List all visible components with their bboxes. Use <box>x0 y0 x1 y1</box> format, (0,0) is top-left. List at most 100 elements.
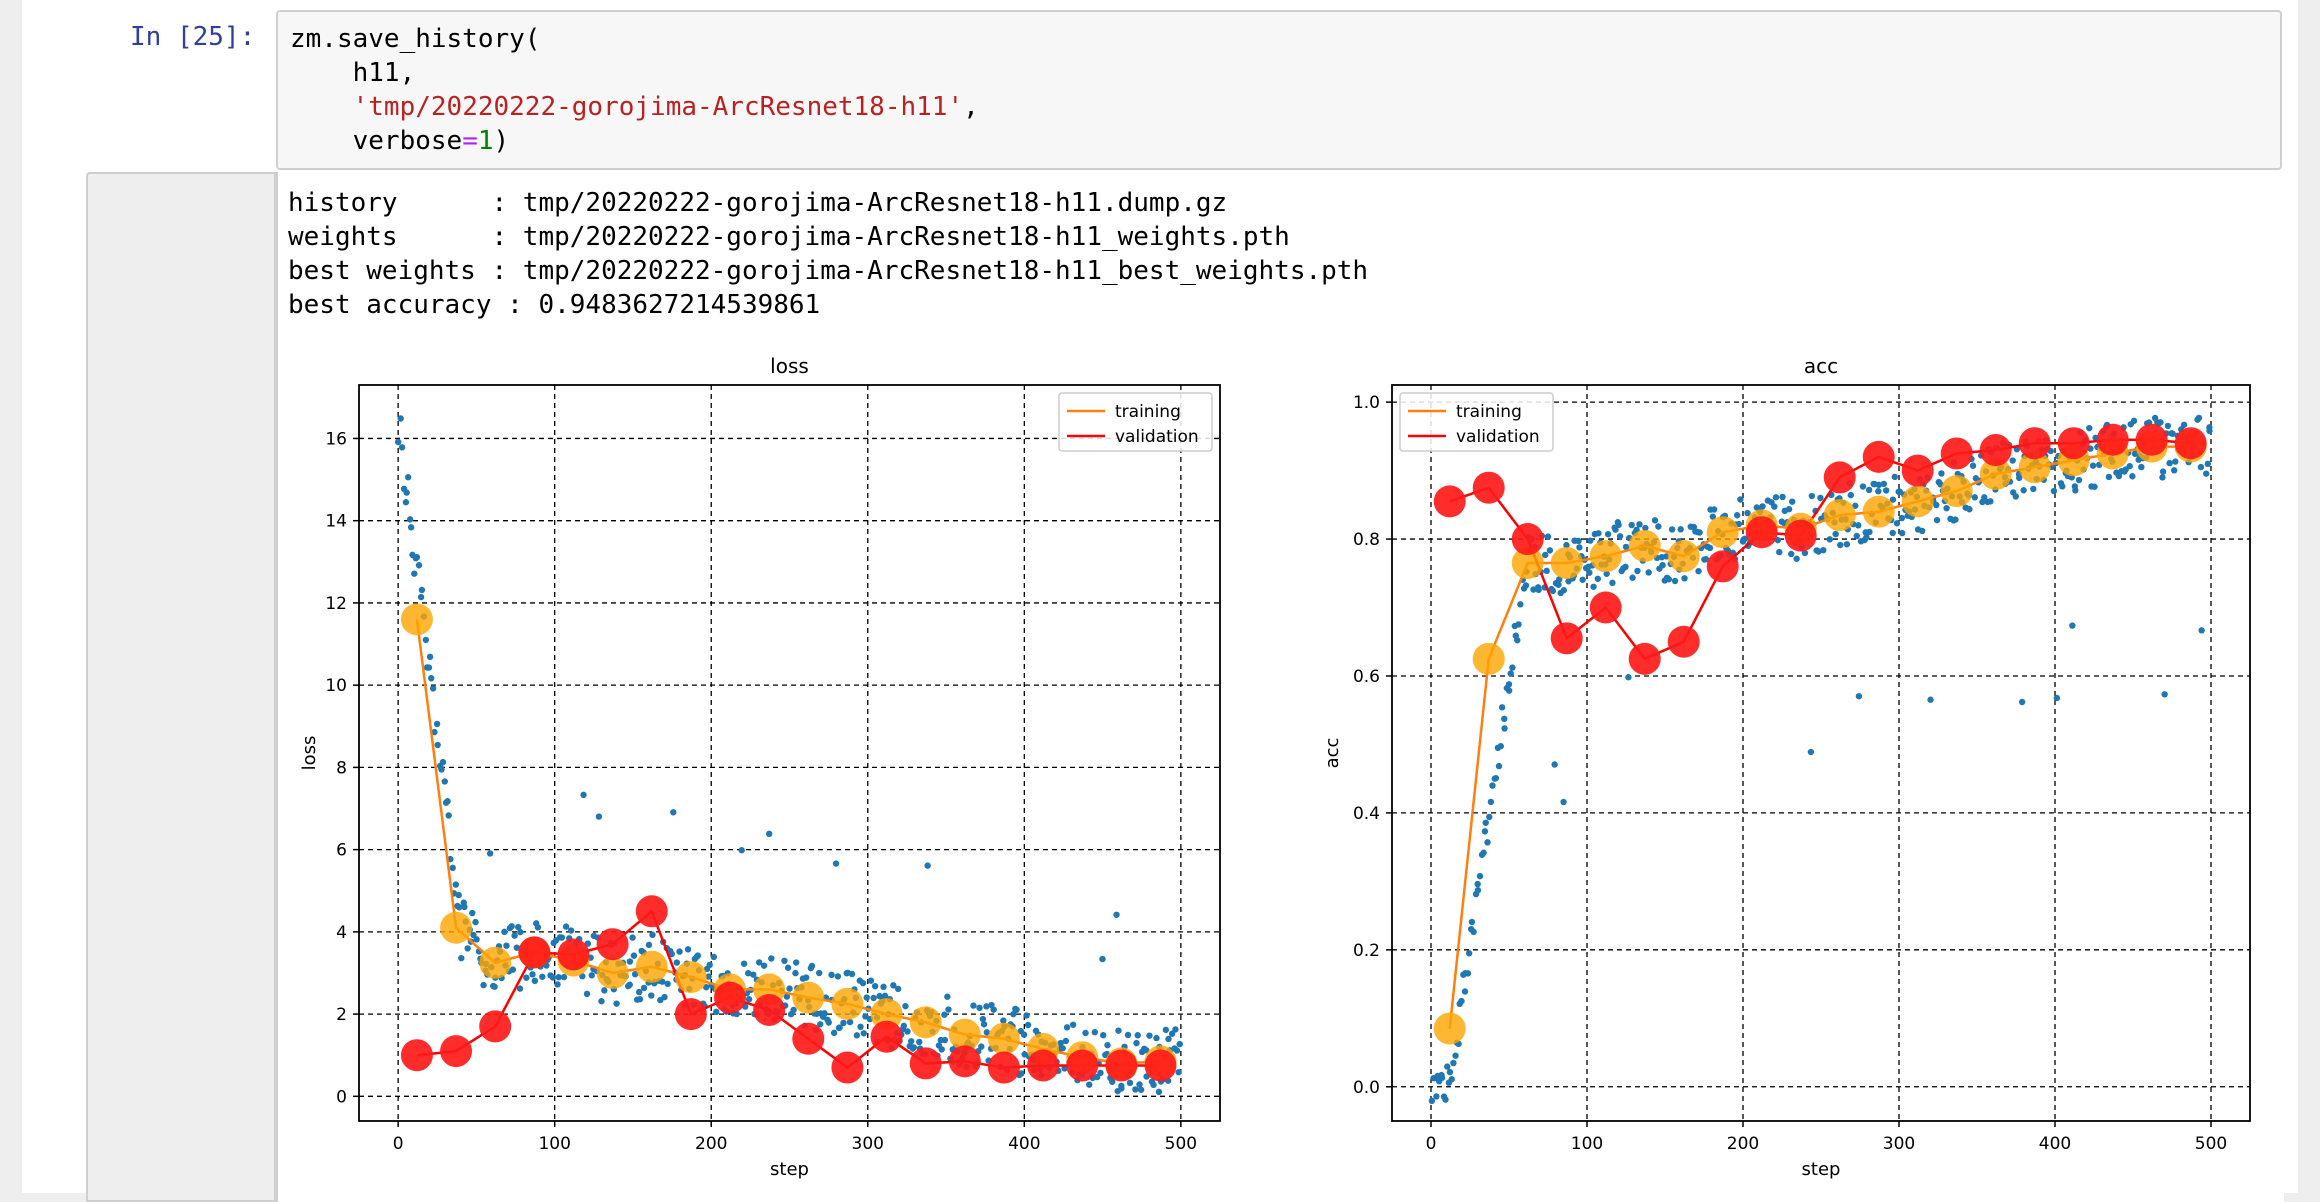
step-point <box>1709 513 1717 520</box>
step-point <box>394 438 402 446</box>
step-point <box>1741 535 1748 543</box>
step-point <box>904 1028 911 1035</box>
step-point <box>1505 687 1513 694</box>
y-tick-label: 6 <box>336 841 347 861</box>
step-point <box>1609 579 1616 587</box>
step-point <box>438 766 445 773</box>
step-point <box>840 1019 847 1027</box>
step-point <box>580 791 587 799</box>
step-point <box>781 957 788 965</box>
step-point <box>1859 483 1867 490</box>
step-point <box>1590 583 1597 590</box>
step-point <box>900 1022 908 1030</box>
step-point <box>648 992 655 999</box>
step-point <box>1505 681 1513 688</box>
code-cell-input[interactable]: zm.save_history( h11, 'tmp/20220222-goro… <box>276 10 2282 170</box>
step-point <box>1981 494 1988 501</box>
step-point <box>1628 521 1635 529</box>
step-point <box>411 570 418 577</box>
validation-marker <box>2174 427 2207 460</box>
step-point <box>601 987 608 994</box>
code-comma: , <box>963 92 979 122</box>
step-point <box>583 990 591 998</box>
validation-marker <box>1940 437 1973 470</box>
step-point <box>1118 1085 1125 1092</box>
training-marker <box>987 1022 1020 1055</box>
step-point <box>2069 622 2076 629</box>
validation-marker <box>831 1051 864 1084</box>
step-point <box>1495 762 1503 770</box>
x-tick-label: 300 <box>1883 1134 1915 1154</box>
training-marker <box>479 946 512 979</box>
step-point <box>1501 725 1508 732</box>
step-point <box>1655 523 1662 530</box>
step-point <box>1579 576 1586 583</box>
validation-marker <box>1066 1049 1099 1082</box>
step-point <box>983 1003 990 1010</box>
step-point <box>1153 1034 1160 1042</box>
step-point <box>938 1046 945 1053</box>
step-point <box>1063 1024 1071 1031</box>
step-point <box>1551 761 1558 768</box>
step-point <box>1535 586 1542 594</box>
validation-marker <box>1027 1049 1060 1082</box>
step-point <box>558 934 566 941</box>
step-point <box>2166 459 2173 467</box>
step-point <box>1622 563 1629 571</box>
step-point <box>1855 693 1863 700</box>
step-point <box>1020 1031 1028 1038</box>
step-point <box>515 923 522 931</box>
step-point <box>1162 1026 1170 1034</box>
step-point <box>1863 533 1870 541</box>
step-point <box>2157 419 2164 426</box>
step-point <box>1737 496 1744 503</box>
step-point <box>1099 955 1106 963</box>
code-text[interactable]: zm.save_history( h11, 'tmp/20220222-goro… <box>290 22 979 158</box>
step-point <box>867 977 875 984</box>
validation-marker <box>1511 523 1544 556</box>
step-point <box>491 983 498 990</box>
step-point <box>750 971 757 978</box>
acc-chart: 0 100 200 300 400 500 0.0 0.2 0.4 0.6 0.8 1.0 acc ste… <box>1322 354 2251 1180</box>
step-point <box>836 1024 843 1031</box>
validation-marker <box>2135 423 2168 456</box>
step-point <box>1785 505 1793 513</box>
step-point <box>415 562 423 569</box>
step-point <box>990 1006 997 1013</box>
step-point <box>876 992 883 1000</box>
output-collapser[interactable] <box>86 172 276 1202</box>
step-point <box>636 995 644 1003</box>
step-point <box>2138 463 2145 471</box>
step-point <box>1779 493 1786 501</box>
training-line <box>1448 445 2191 1029</box>
code-close-paren: ) <box>493 126 510 156</box>
step-point <box>1480 849 1487 856</box>
step-point <box>1165 1035 1172 1043</box>
validation-marker <box>1472 471 1505 504</box>
step-point <box>398 444 406 451</box>
validation-marker <box>1979 434 2012 467</box>
step-point <box>1837 541 1844 549</box>
step-point <box>503 942 510 949</box>
step-point <box>673 959 681 966</box>
step-point <box>661 993 668 1001</box>
validation-marker <box>792 1022 825 1055</box>
step-point <box>1444 1063 1451 1070</box>
step-point <box>2126 462 2133 470</box>
step-point <box>1677 526 1684 533</box>
step-point <box>944 993 951 1000</box>
step-point <box>1543 567 1550 575</box>
x-tick-label: 500 <box>1165 1134 1197 1154</box>
validation-marker <box>440 1035 473 1068</box>
step-point <box>458 954 465 962</box>
training-marker <box>1901 485 1934 518</box>
validation-marker <box>2096 423 2129 456</box>
step-point <box>461 903 468 911</box>
step-point <box>1542 551 1549 559</box>
x-tick-label: 100 <box>1571 1134 1603 1154</box>
x-tick-label: 200 <box>695 1134 727 1154</box>
step-point <box>2170 467 2178 474</box>
step-point <box>1893 520 1901 527</box>
y-tick-label: 0 <box>336 1087 347 1107</box>
step-point <box>668 950 675 958</box>
